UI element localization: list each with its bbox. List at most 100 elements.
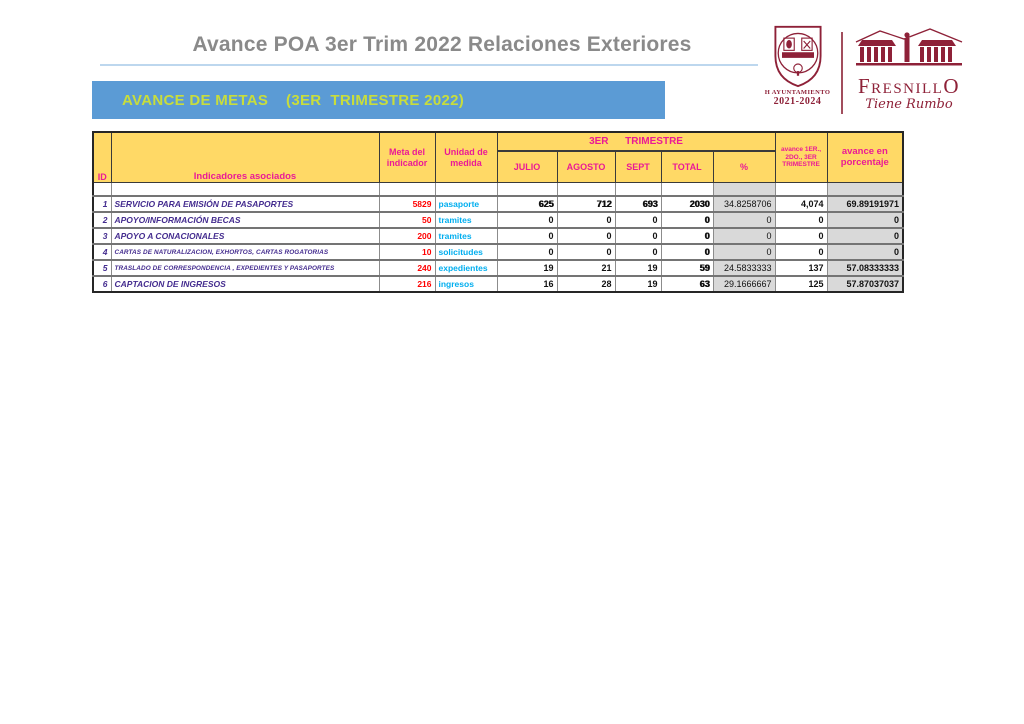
header-advance-trimesters: avance 1ER., 2DO., 3ER TRIMESTRE [774,131,828,183]
row-id: 5 [92,259,112,276]
crest-caption: H AYUNTAMIENTO 2021-2024 [760,89,835,107]
percent-value: 34.8258706 [712,195,776,212]
header-julio: JULIO [496,150,558,183]
advance-percent-value: 0 [826,211,904,228]
city-crest: H AYUNTAMIENTO 2021-2024 [760,24,835,107]
indicator-name: CARTAS DE NATURALIZACION, EXHORTOS, CART… [110,243,380,260]
unit-value: tramites [434,227,498,244]
total-value: 0 [660,243,714,260]
row-id: 4 [92,243,112,260]
building-icon [855,28,963,66]
meta-value: 50 [378,211,436,228]
unit-value: solicitudes [434,243,498,260]
header-trimester-group: 3ER TRIMESTRE [496,131,776,152]
indicator-name: APOYO A CONACIONALES [110,227,380,244]
sept-value: 19 [614,259,662,276]
meta-value: 216 [378,275,436,292]
row-id: 2 [92,211,112,228]
sept-value: 19 [614,275,662,292]
logo-wordmark: FRESNILLO Tiene Rumbo [849,26,969,112]
agosto-value: 0 [556,227,616,244]
julio-value: 0 [496,227,558,244]
advance-value: 0 [774,227,828,244]
crest-shield-icon [773,25,822,88]
agosto-value: 21 [556,259,616,276]
indicator-name: TRASLADO DE CORRESPONDENCIA , EXPEDIENTE… [110,259,380,276]
page-title: Avance POA 3er Trim 2022 Relaciones Exte… [192,33,692,56]
advance-percent-value: 69.89191971 [826,195,904,212]
advance-value: 0 [774,243,828,260]
table-row: 2 APOYO/INFORMACIÓN BECAS 50 tramites 0 … [92,211,904,228]
crest-caption-line1: H AYUNTAMIENTO [764,89,831,96]
advance-percent-value: 0 [826,227,904,244]
spacer-row [92,182,904,196]
meta-value: 10 [378,243,436,260]
indicator-name: CAPTACION DE INGRESOS [110,275,380,292]
julio-value: 19 [496,259,558,276]
total-value: 59 [660,259,714,276]
julio-value: 625 [496,195,558,212]
unit-value: ingresos [434,275,498,292]
poa-progress-table: ID Indicadores asociados Meta del indica… [92,131,905,293]
table-row: 4 CARTAS DE NATURALIZACION, EXHORTOS, CA… [92,243,904,260]
total-value: 0 [660,227,714,244]
header-indicators: Indicadores asociados [110,131,380,183]
unit-value: pasaporte [434,195,498,212]
title-underline [100,64,758,66]
total-value: 63 [660,275,714,292]
row-id: 3 [92,227,112,244]
sept-value: 0 [614,211,662,228]
agosto-value: 0 [556,211,616,228]
julio-value: 16 [496,275,558,292]
percent-value: 0 [712,243,776,260]
row-id: 6 [92,275,112,292]
advance-value: 4,074 [774,195,828,212]
header-percent: % [712,150,776,183]
table-row: 5 TRASLADO DE CORRESPONDENCIA , EXPEDIEN… [92,259,904,276]
header-meta: Meta del indicador [378,131,436,183]
percent-value: 24.5833333 [712,259,776,276]
total-value: 2030 [660,195,714,212]
header-sept: SEPT [614,150,662,183]
city-name: FRESNILLO [857,74,961,98]
julio-value: 0 [496,211,558,228]
percent-value: 0 [712,211,776,228]
indicator-name: SERVICIO PARA EMISIÓN DE PASAPORTES [110,195,380,212]
fresnillo-logo: H AYUNTAMIENTO 2021-2024 [755,24,970,120]
agosto-value: 28 [556,275,616,292]
julio-value: 0 [496,243,558,260]
percent-value: 29.1666667 [712,275,776,292]
table-row: 6 CAPTACION DE INGRESOS 216 ingresos 16 … [92,275,904,292]
header-unit: Unidad de medida [434,131,498,183]
unit-value: tramites [434,211,498,228]
advance-value: 0 [774,211,828,228]
city-slogan: Tiene Rumbo [865,97,953,112]
advance-percent-value: 57.87037037 [826,275,904,292]
meta-value: 200 [378,227,436,244]
sept-value: 0 [614,227,662,244]
header-advance-percentage: avance en porcentaje [826,131,904,183]
sept-value: 0 [614,243,662,260]
meta-value: 240 [378,259,436,276]
percent-value: 0 [712,227,776,244]
header-agosto: AGOSTO [556,150,616,183]
agosto-value: 712 [556,195,616,212]
row-id: 1 [92,195,112,212]
table-row: 3 APOYO A CONACIONALES 200 tramites 0 0 … [92,227,904,244]
indicator-name: APOYO/INFORMACIÓN BECAS [110,211,380,228]
section-banner-label: AVANCE DE METAS (3ER TRIMESTRE 2022) [122,91,465,109]
header-total: TOTAL [660,150,714,183]
logo-divider [841,32,843,114]
agosto-value: 0 [556,243,616,260]
unit-value: expedientes [434,259,498,276]
crest-caption-line2: 2021-2024 [773,95,822,107]
meta-value: 5829 [378,195,436,212]
advance-percent-value: 57.08333333 [826,259,904,276]
header-id: ID [92,131,112,183]
advance-value: 125 [774,275,828,292]
sept-value: 693 [614,195,662,212]
advance-percent-value: 0 [826,243,904,260]
total-value: 0 [660,211,714,228]
section-banner: AVANCE DE METAS (3ER TRIMESTRE 2022) [92,81,665,119]
